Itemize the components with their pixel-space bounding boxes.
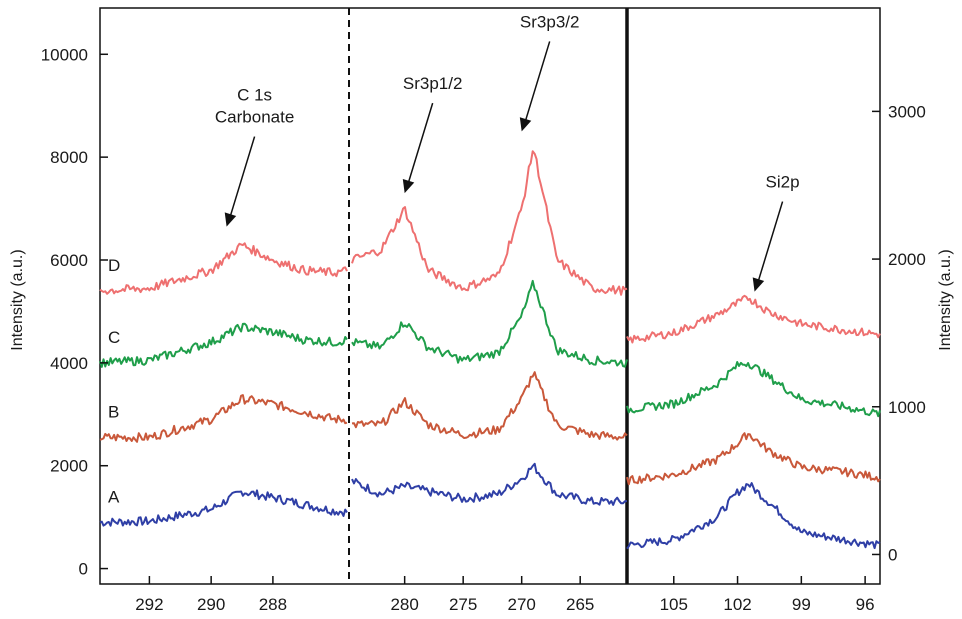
annotation-label: Sr3p1/2 [403, 74, 463, 93]
x-tick-label: 288 [259, 595, 287, 614]
left-tick-label: 8000 [50, 148, 88, 167]
annotation-label: C 1s [237, 86, 272, 105]
x-tick-label: 102 [723, 595, 751, 614]
annotation-label: Sr3p3/2 [520, 12, 580, 31]
series-label-C: C [108, 328, 120, 347]
x-tick-label: 96 [856, 595, 875, 614]
x-tick-label: 99 [792, 595, 811, 614]
left-tick-label: 10000 [41, 45, 88, 64]
series-label-B: B [108, 402, 119, 421]
series-label-D: D [108, 256, 120, 275]
annotation-label: Carbonate [215, 108, 294, 127]
right-tick-label: 1000 [888, 398, 926, 417]
right-axis-title: Intensity (a.u.) [937, 249, 954, 350]
left-tick-label: 2000 [50, 457, 88, 476]
x-tick-label: 265 [566, 595, 594, 614]
series-label-A: A [108, 487, 120, 506]
right-tick-label: 3000 [888, 102, 926, 121]
x-tick-label: 105 [660, 595, 688, 614]
right-tick-label: 2000 [888, 250, 926, 269]
x-tick-label: 290 [197, 595, 225, 614]
left-tick-label: 4000 [50, 354, 88, 373]
annotation-label: Si2p [766, 173, 800, 192]
left-axis-title: Intensity (a.u.) [9, 249, 26, 350]
x-tick-label: 275 [449, 595, 477, 614]
x-tick-label: 270 [507, 595, 535, 614]
left-tick-label: 6000 [50, 251, 88, 270]
right-tick-label: 0 [888, 545, 897, 564]
left-tick-label: 0 [79, 560, 88, 579]
x-tick-label: 280 [390, 595, 418, 614]
x-tick-label: 292 [135, 595, 163, 614]
